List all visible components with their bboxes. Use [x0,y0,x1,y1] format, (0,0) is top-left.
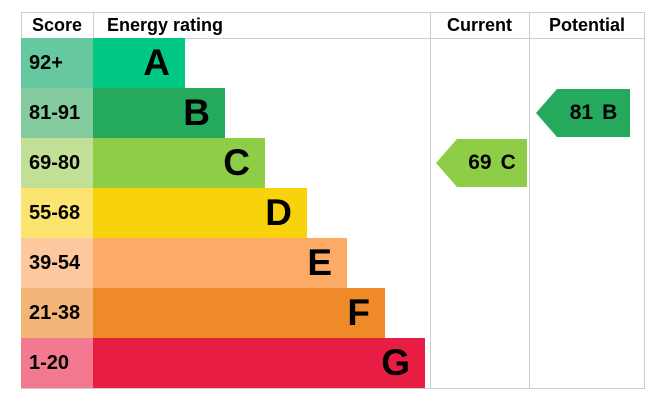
band-c-letter: C [223,142,250,183]
energy-rating-column-header: Energy rating [107,14,224,35]
band-a-bar: A [93,38,185,88]
potential-score: 81 [569,101,594,124]
band-g-letter: G [381,342,410,383]
band-b-letter: B [183,92,210,133]
band-e-score-range: 39-54 [21,238,93,288]
band-a-score-range: 92+ [21,38,93,88]
current-rating-arrow: 69 C [436,139,527,187]
potential-rating-arrow: 81 B [536,89,630,137]
band-b-bar: B [93,88,225,138]
band-c-bar: C [93,138,265,188]
band-row-f: 21-38 F [21,288,645,338]
band-row-a: 92+ A [21,38,645,88]
band-e-letter: E [307,242,332,283]
band-e-bar: E [93,238,347,288]
band-row-c: 69-80 C [21,138,645,188]
band-c-score-range: 69-80 [21,138,93,188]
potential-rating-text: 81 B [557,101,630,125]
header-left-border [21,12,22,38]
band-row-g: 1-20 G [21,338,645,388]
band-a-letter: A [143,42,170,83]
band-row-d: 55-68 D [21,188,645,238]
potential-column-header: Potential [548,14,625,35]
band-f-letter: F [347,292,370,333]
band-d-score-range: 55-68 [21,188,93,238]
table-bottom-border [21,388,645,389]
band-f-bar: F [93,288,385,338]
band-d-letter: D [265,192,292,233]
table-top-border [21,12,645,13]
current-score: 69 [468,151,492,174]
score-column-header: Score [31,14,83,35]
header-bottom-border [21,38,645,39]
band-f-score-range: 21-38 [21,288,93,338]
current-column-header: Current [446,14,512,35]
band-row-e: 39-54 E [21,238,645,288]
table-right-border [644,12,645,389]
band-d-bar: D [93,188,307,238]
band-b-score-range: 81-91 [21,88,93,138]
band-g-bar: G [93,338,425,388]
score-column-border [93,12,94,38]
potential-band-letter: B [602,101,618,124]
current-band-letter: C [500,151,516,174]
current-column-border [430,12,431,389]
band-rows: 92+ A 81-91 B 69-80 C 55-68 D 39-54 E 21… [21,38,645,388]
current-rating-text: 69 C [457,151,527,175]
band-row-b: 81-91 B [21,88,645,138]
band-g-score-range: 1-20 [21,338,93,388]
potential-column-border [529,12,530,389]
